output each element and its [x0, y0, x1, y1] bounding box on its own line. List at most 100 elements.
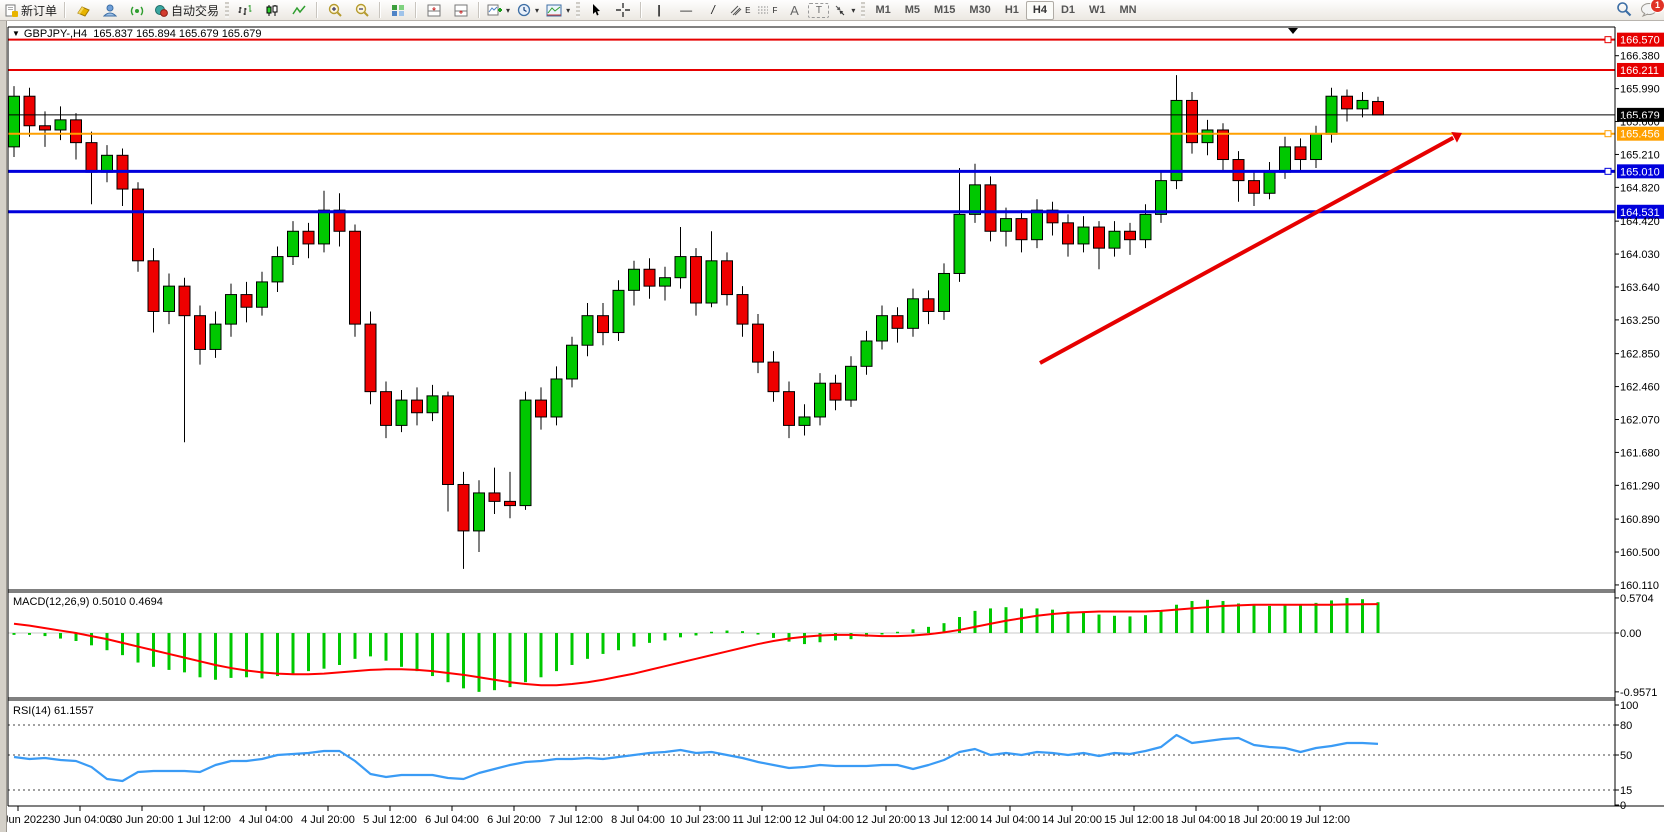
bull-candle	[674, 256, 687, 279]
bear-candle	[783, 391, 795, 426]
indicator-window-up-button[interactable]	[448, 1, 474, 19]
text-tool[interactable]: A	[790, 2, 799, 18]
level-line-anchor[interactable]	[1604, 36, 1612, 44]
macd-histogram-bar	[400, 633, 403, 667]
new-order-button[interactable]: 新订单	[2, 1, 60, 19]
fibonacci-icon	[758, 6, 769, 13]
level-line-anchor[interactable]	[1604, 130, 1612, 138]
bull-candle	[581, 315, 594, 346]
timeframe-button-mn[interactable]: MN	[1119, 4, 1137, 16]
timeframe-button-d1[interactable]: D1	[1060, 4, 1075, 16]
text-label-tool[interactable]: T	[808, 2, 830, 18]
time-axis-label: 11 Jul 12:00	[732, 814, 791, 826]
macd-histogram-bar	[1376, 602, 1380, 634]
bull-candle	[54, 119, 67, 131]
arrows-tool[interactable]: ▾	[830, 1, 858, 19]
support-button[interactable]	[97, 1, 123, 19]
bear-candle	[194, 315, 206, 350]
template-button[interactable]: ▾	[543, 1, 573, 19]
macd-histogram-bar	[167, 633, 171, 670]
autotrade-button[interactable]: 自动交易	[151, 1, 222, 19]
level-line-anchor[interactable]	[1604, 167, 1612, 175]
dropdown-caret: ▾	[506, 5, 511, 15]
toolbar-separator	[64, 2, 67, 18]
trendline-tool[interactable]: /	[711, 3, 715, 17]
rsi-scale-tick: 100	[1620, 700, 1638, 712]
macd-histogram-bar	[1051, 609, 1054, 634]
bear-candle	[829, 382, 842, 401]
candlestick-chart-button[interactable]	[259, 1, 285, 19]
tile-windows-button[interactable]	[385, 1, 411, 19]
timeframe-button-m15[interactable]: M15	[934, 4, 956, 16]
deposit-button[interactable]	[70, 1, 96, 19]
bull-candle	[907, 298, 919, 329]
channel-tool[interactable]: E	[727, 1, 753, 19]
indicator-window-up-icon	[454, 4, 468, 16]
trend-arrow[interactable]	[1039, 136, 1455, 365]
chart-canvas[interactable]: 166.570 166.211 165.679 165.456 165.010 164.5…	[0, 21, 1664, 832]
bull-candle	[1000, 218, 1012, 232]
price-levels-layer[interactable]: 166.570 166.211 165.679 165.456 165.010 164.5…	[8, 32, 1664, 365]
bull-candle	[628, 268, 640, 291]
macd-histogram-bar	[90, 633, 93, 646]
zoom-in-button[interactable]	[322, 1, 348, 19]
macd-histogram-bar	[43, 633, 47, 637]
bar-chart-button[interactable]	[232, 1, 258, 19]
price-scale-tick: 165.600	[1620, 117, 1660, 129]
toolbar-grip[interactable]	[576, 2, 581, 18]
period-button[interactable]: ▾	[514, 1, 542, 19]
toolbar-grip[interactable]	[225, 2, 230, 18]
bear-candle	[70, 119, 82, 144]
toolbar-grip[interactable]	[861, 2, 866, 18]
chart-shift-marker[interactable]	[1288, 28, 1298, 34]
bull-candle	[1356, 99, 1369, 110]
template-icon	[546, 4, 562, 16]
macd-histogram-bar	[880, 633, 884, 635]
bear-candle	[1015, 218, 1028, 241]
bear-candle	[891, 315, 904, 329]
timeframe-button-m5[interactable]: M5	[904, 4, 920, 16]
bear-candle	[1217, 129, 1229, 161]
search-button[interactable]	[1616, 1, 1632, 22]
crosshair-button[interactable]	[610, 1, 636, 19]
rsi-indicator-label: RSI(14) 61.1557	[13, 705, 94, 717]
macd-histogram-bar	[648, 633, 651, 643]
vertical-line-tool[interactable]: |	[657, 3, 661, 17]
zoom-out-button[interactable]	[349, 1, 375, 19]
cursor-button[interactable]	[583, 1, 609, 19]
timeframe-button-h1[interactable]: H1	[1004, 4, 1019, 16]
bear-candle	[535, 399, 547, 418]
timeframe-button-m1[interactable]: M1	[875, 4, 891, 16]
time-axis-label: 10 Jul 23:00	[670, 814, 730, 826]
chart-window[interactable]: 166.570 166.211 165.679 165.456 165.010 164.5…	[0, 21, 1664, 832]
macd-histogram-bar	[555, 633, 558, 672]
bear-candle	[1186, 99, 1198, 144]
symbol-dropdown-icon[interactable]: ▼	[12, 29, 20, 38]
bull-candle	[1031, 209, 1043, 241]
price-badge-value: 165.010	[1620, 166, 1660, 178]
time-axis-label: 29 Jun 2022	[0, 814, 48, 826]
bear-candle	[1294, 146, 1307, 161]
macd-histogram-bar	[198, 633, 202, 678]
timeframe-button-h4[interactable]: H4	[1025, 0, 1054, 20]
macd-histogram-bar	[1283, 605, 1287, 634]
horizontal-line-tool[interactable]: —	[680, 3, 693, 17]
add-indicator-button[interactable]: ▾	[484, 1, 513, 19]
line-chart-button[interactable]	[286, 1, 312, 19]
tile-windows-icon	[392, 4, 405, 16]
bear-candle	[1248, 180, 1260, 194]
rsi-scale-tick: 50	[1620, 750, 1632, 762]
notifications-button[interactable]: 1	[1640, 0, 1664, 22]
macd-histogram-bar	[663, 633, 667, 641]
bull-candle	[798, 416, 811, 426]
channel-letter: E	[745, 5, 751, 15]
price-scale-tick: 162.850	[1620, 349, 1660, 361]
signal-button[interactable]	[124, 1, 150, 19]
timeframe-button-m30[interactable]: M30	[969, 4, 991, 16]
time-axis-label: 5 Jul 12:00	[363, 814, 417, 826]
bear-candle	[752, 323, 764, 363]
fibonacci-tool[interactable]: F	[754, 1, 780, 19]
macd-histogram-bar	[927, 626, 930, 634]
timeframe-button-w1[interactable]: W1	[1089, 4, 1106, 16]
new-indicator-window-button[interactable]	[421, 1, 447, 19]
